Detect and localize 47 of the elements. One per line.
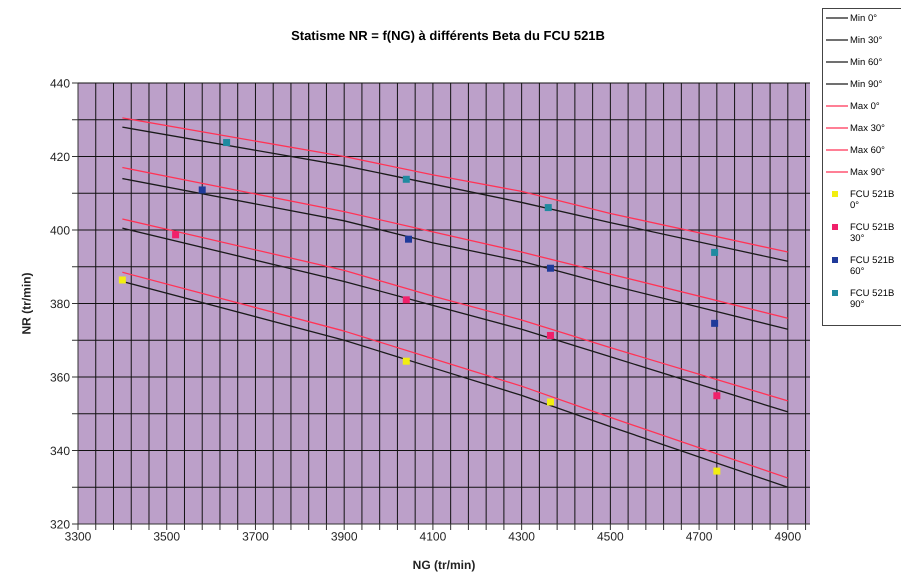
legend-label: Max 60°: [850, 145, 885, 156]
x-tick-label: 3500: [153, 530, 180, 544]
y-tick-label: 420: [50, 150, 70, 164]
point: [118, 276, 126, 284]
point: [198, 186, 206, 194]
point: [544, 204, 552, 212]
legend-label: Min 60°: [850, 57, 882, 68]
point: [172, 231, 180, 238]
x-tick-label: 4100: [420, 530, 447, 544]
chart-title: Statisme NR = f(NG) à différents Beta du FCU 521B: [290, 28, 606, 43]
point: [402, 176, 410, 183]
y-tick-label: 380: [50, 296, 70, 311]
y-tick-label: 340: [50, 444, 70, 458]
y-tick-label: 360: [50, 370, 70, 384]
legend-label: FCU 521B 0°: [850, 189, 896, 211]
x-tick-label: 3900: [330, 530, 358, 544]
y-tick-label: 400: [50, 223, 70, 238]
legend-label: Min 30°: [850, 35, 882, 46]
point: [713, 468, 720, 475]
legend-label: Min 0°: [850, 13, 878, 24]
x-tick-label: 3700: [242, 530, 270, 544]
x-tick-label: 4500: [597, 530, 624, 544]
x-tick-label: 4300: [508, 530, 536, 544]
legend-label: Min 90°: [850, 79, 882, 90]
legend-label: FCU 521B 60°: [850, 255, 896, 277]
point: [402, 296, 410, 304]
point: [711, 320, 718, 327]
y-tick-label: 320: [50, 517, 70, 532]
legend-label: FCU 521B 30°: [850, 222, 896, 244]
legend-label: Max 0°: [850, 101, 880, 112]
y-tick-label: 440: [50, 76, 70, 90]
x-tick-label: 4700: [686, 530, 713, 544]
point: [223, 139, 230, 146]
y-axis-title: NR (tr/min): [19, 272, 34, 334]
point: [546, 332, 554, 339]
point: [546, 398, 554, 406]
legend-label: Max 30°: [850, 123, 885, 134]
point: [402, 358, 410, 365]
legend-label: Max 90°: [850, 167, 885, 178]
point: [713, 392, 720, 400]
x-axis-title: NG (tr/min): [412, 558, 476, 572]
point: [405, 236, 412, 243]
x-tick-label: 3300: [64, 530, 92, 544]
legend-label: FCU 521B 90°: [850, 288, 896, 310]
point: [546, 264, 554, 272]
point: [711, 248, 718, 256]
x-tick-label: 4900: [774, 530, 802, 544]
